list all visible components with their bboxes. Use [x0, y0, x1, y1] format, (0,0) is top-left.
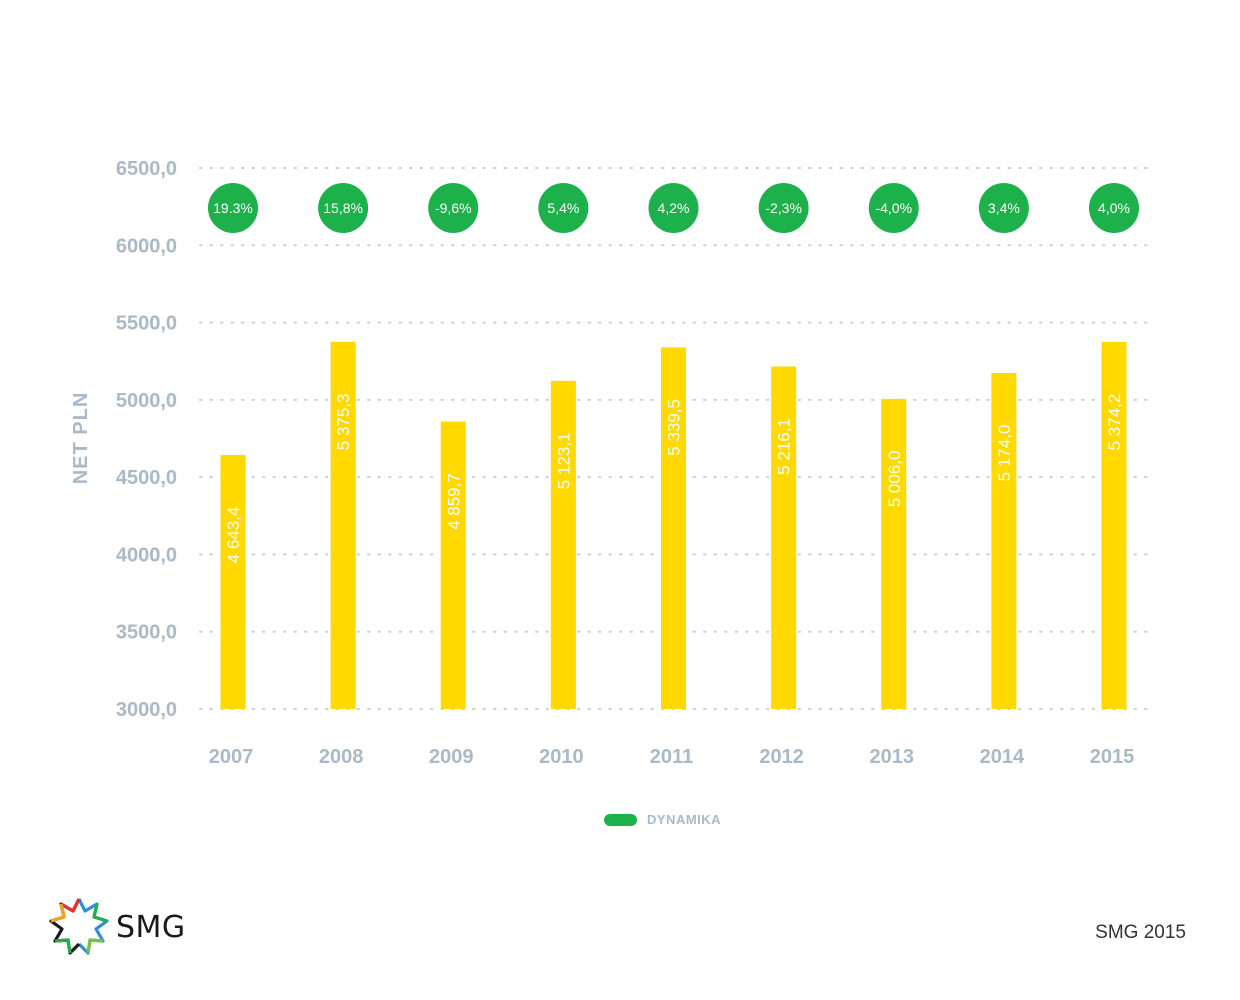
dynamics-label: 4,2% [658, 200, 690, 216]
bar-value-label: 4 643,4 [224, 507, 243, 564]
dynamics-bubble [868, 183, 919, 233]
bar [1101, 342, 1127, 709]
x-tick-label: 2007 [209, 746, 254, 768]
dynamics-label: -2,3% [765, 200, 802, 216]
x-tick-label: 2012 [759, 746, 804, 768]
x-tick-label: 2014 [980, 746, 1025, 768]
x-tick-label: 2013 [870, 746, 915, 768]
y-tick-label: 3500,0 [116, 622, 177, 644]
dynamics-label: 15,8% [323, 200, 363, 216]
smg-logo: SMG [48, 896, 186, 958]
bar-value-label: 5 375,3 [334, 393, 353, 450]
legend-label-dynamika: DYNAMIKA [647, 812, 722, 827]
x-tick-label: 2011 [650, 746, 693, 768]
grid-lines [199, 167, 1153, 710]
dynamics-bubble [648, 183, 699, 233]
dynamics-bubble [538, 183, 589, 233]
bar-value-label: 4 859,7 [444, 473, 463, 530]
x-tick-label: 2008 [319, 746, 364, 768]
dynamics-bubble [978, 183, 1029, 233]
y-tick-label: 6000,0 [116, 235, 177, 257]
y-tick-label: 3000,0 [116, 699, 177, 721]
x-tick-label: 2010 [539, 746, 584, 768]
x-axis-ticks: 2007 2008 2009 2010 2011 2012 2013 2014 2015 [209, 746, 1135, 768]
bar-value-label: 5 006,0 [885, 451, 904, 508]
footer-note: SMG 2015 [1095, 922, 1186, 943]
bars: 4 643,4 5 375,3 4 859,7 5 123,1 5 339,5 5 216… [220, 341, 1127, 709]
dynamics-label: 3,4% [988, 200, 1020, 216]
bar [991, 372, 1017, 709]
bar [220, 454, 246, 709]
bar [881, 398, 907, 709]
bar-value-label: 5 374,2 [1105, 394, 1124, 451]
bar [550, 380, 576, 709]
dynamics-bubble [318, 183, 369, 233]
y-tick-label: 5500,0 [116, 313, 177, 335]
dynamics-label: 19.3% [213, 200, 253, 216]
dynamics-bubble [428, 183, 479, 233]
dynamics-bubbles: 19.3% 15,8% -9,6% 5,4% 4,2% -2,3% -4,0% 3,4% 4,0… [208, 183, 1139, 233]
bar [440, 421, 466, 709]
legend: DYNAMIKA [604, 812, 721, 827]
y-tick-label: 6500,0 [116, 158, 177, 180]
bar-value-label: 5 123,1 [554, 432, 573, 489]
bar-value-label: 5 174,0 [995, 425, 1014, 482]
y-tick-label: 4500,0 [116, 467, 177, 489]
bar [330, 341, 356, 709]
legend-swatch-dynamika [604, 813, 637, 826]
y-axis-ticks: 3000,0 3500,0 4000,0 4500,0 5000,0 5500,0 6000… [116, 158, 177, 721]
y-tick-label: 5000,0 [116, 390, 177, 412]
dynamics-bubble [208, 183, 258, 233]
bar-value-label: 5 216,1 [775, 418, 794, 475]
dynamics-label: 4,0% [1098, 200, 1130, 216]
logo-text: SMG [116, 909, 186, 945]
dynamics-bubble [758, 183, 809, 233]
bar [661, 347, 686, 709]
x-tick-label: 2009 [429, 746, 474, 768]
y-axis-label: NET PLN [70, 392, 92, 485]
x-tick-label: 2015 [1090, 746, 1135, 768]
dynamics-label: -4,0% [875, 200, 912, 216]
bar-value-label: 5 339,5 [665, 399, 684, 456]
bar [771, 366, 797, 709]
dynamics-label: 5,4% [547, 200, 579, 216]
smg-star-logo-icon [49, 898, 109, 955]
dynamics-bubble [1089, 183, 1139, 233]
y-tick-label: 4000,0 [116, 544, 177, 566]
dynamics-label: -9,6% [435, 200, 472, 216]
